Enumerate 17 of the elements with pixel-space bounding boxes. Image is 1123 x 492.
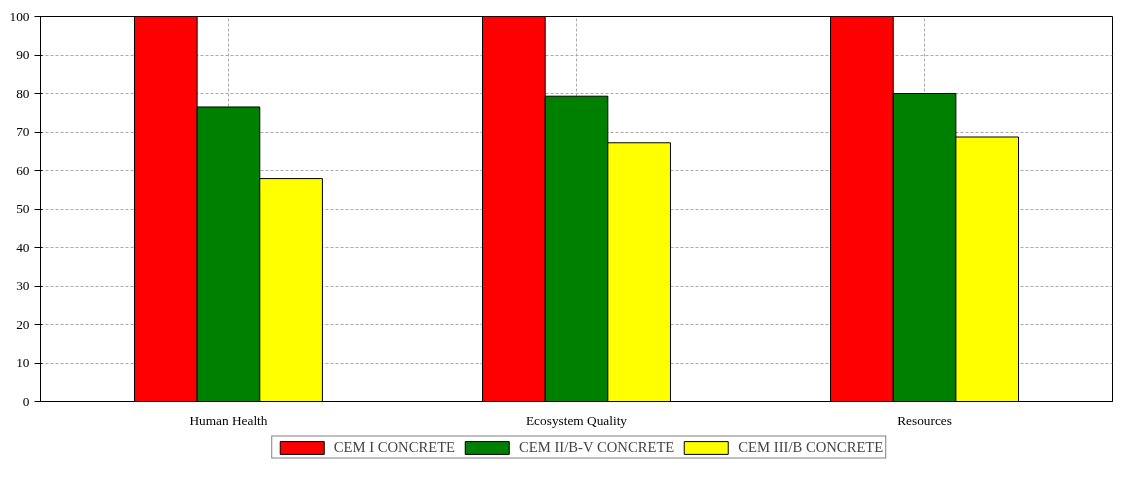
y-tick-label: 50 xyxy=(16,201,30,216)
y-tick-label: 20 xyxy=(16,316,30,332)
legend-label: CEM III/B CONCRETE xyxy=(738,438,884,456)
y-tick-label: 80 xyxy=(16,85,30,101)
y-tick-label: 10 xyxy=(16,355,30,370)
y-tick-label: 30 xyxy=(16,278,30,293)
legend-label: CEM I CONCRETE xyxy=(333,438,456,456)
y-tick-label: 100 xyxy=(9,8,30,24)
y-tick-label: 60 xyxy=(16,162,30,178)
y-tick-label: 90 xyxy=(16,47,30,62)
y-tick-label: 40 xyxy=(16,239,30,255)
y-tick-label: 0 xyxy=(22,393,30,409)
legend-label: CEM II/B-V CONCRETE xyxy=(519,438,675,456)
y-tick-label: 70 xyxy=(16,124,30,139)
x-tick-label: Human Health xyxy=(189,412,268,428)
x-tick-label: Resources xyxy=(897,412,952,428)
x-tick-label: Ecosystem Quality xyxy=(525,412,628,428)
